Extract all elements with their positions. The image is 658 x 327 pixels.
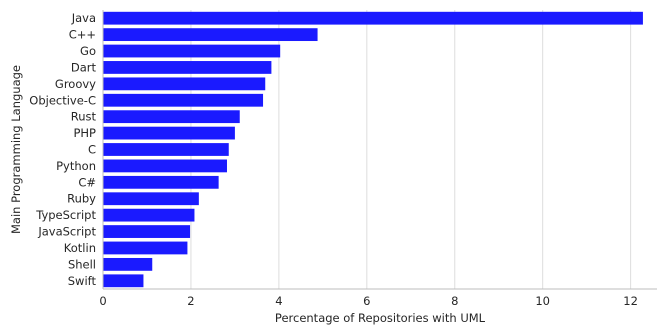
- x-tick-label: 6: [363, 294, 370, 308]
- bar-rust: [103, 110, 240, 124]
- bar-java: [103, 11, 643, 25]
- bar-groovy: [103, 77, 266, 91]
- bar-python: [103, 159, 227, 173]
- x-tick-label: 2: [187, 294, 194, 308]
- axis-spines: [102, 10, 657, 290]
- bars: [103, 11, 643, 288]
- y-tick-label: Swift: [68, 274, 97, 288]
- bar-shell: [103, 257, 153, 271]
- x-tick-label: 8: [451, 294, 458, 308]
- y-tick-label: Shell: [68, 257, 96, 271]
- y-tick-label: C++: [69, 28, 96, 42]
- y-tick-label: PHP: [73, 126, 96, 140]
- bar-objective-c: [103, 93, 264, 107]
- x-tick-label: 4: [275, 294, 282, 308]
- bar-dart: [103, 61, 272, 74]
- bar-go: [103, 44, 281, 58]
- y-tick-label: Ruby: [67, 192, 96, 206]
- y-tick-label: Python: [56, 159, 96, 173]
- x-tick-labels: 0 2 4 6 8 10 12: [99, 294, 638, 308]
- y-tick-label: JavaScript: [37, 225, 96, 239]
- y-tick-label: Dart: [71, 60, 97, 74]
- y-tick-label: Rust: [71, 110, 97, 124]
- bar-ruby: [103, 192, 199, 206]
- y-tick-label: Objective-C: [29, 93, 96, 107]
- y-tick-label: TypeScript: [35, 208, 96, 222]
- y-tick-label: C: [88, 143, 96, 157]
- bar-c: [103, 143, 229, 156]
- x-tick-label: 10: [535, 294, 550, 308]
- y-tick-label: C#: [78, 175, 96, 189]
- y-axis-label: Main Programming Language: [9, 65, 23, 234]
- y-tick-labels: Java C++ Go Dart Groovy Objective-C Rust PHP C Py…: [29, 11, 96, 288]
- y-tick-label: Groovy: [55, 77, 96, 91]
- x-axis-label: Percentage of Repositories with UML: [275, 311, 486, 325]
- y-tick-label: Go: [80, 44, 96, 58]
- bar-javascript: [103, 225, 191, 238]
- bar-c: [103, 28, 318, 42]
- bar-typescript: [103, 208, 195, 222]
- bar-c: [103, 175, 219, 189]
- x-tick-label: 0: [99, 294, 106, 308]
- bar-php: [103, 126, 235, 140]
- bar-kotlin: [103, 241, 188, 255]
- x-tick-label: 12: [623, 294, 638, 308]
- y-tick-label: Kotlin: [64, 241, 96, 255]
- y-tick-label: Java: [71, 11, 96, 25]
- bar-swift: [103, 274, 144, 288]
